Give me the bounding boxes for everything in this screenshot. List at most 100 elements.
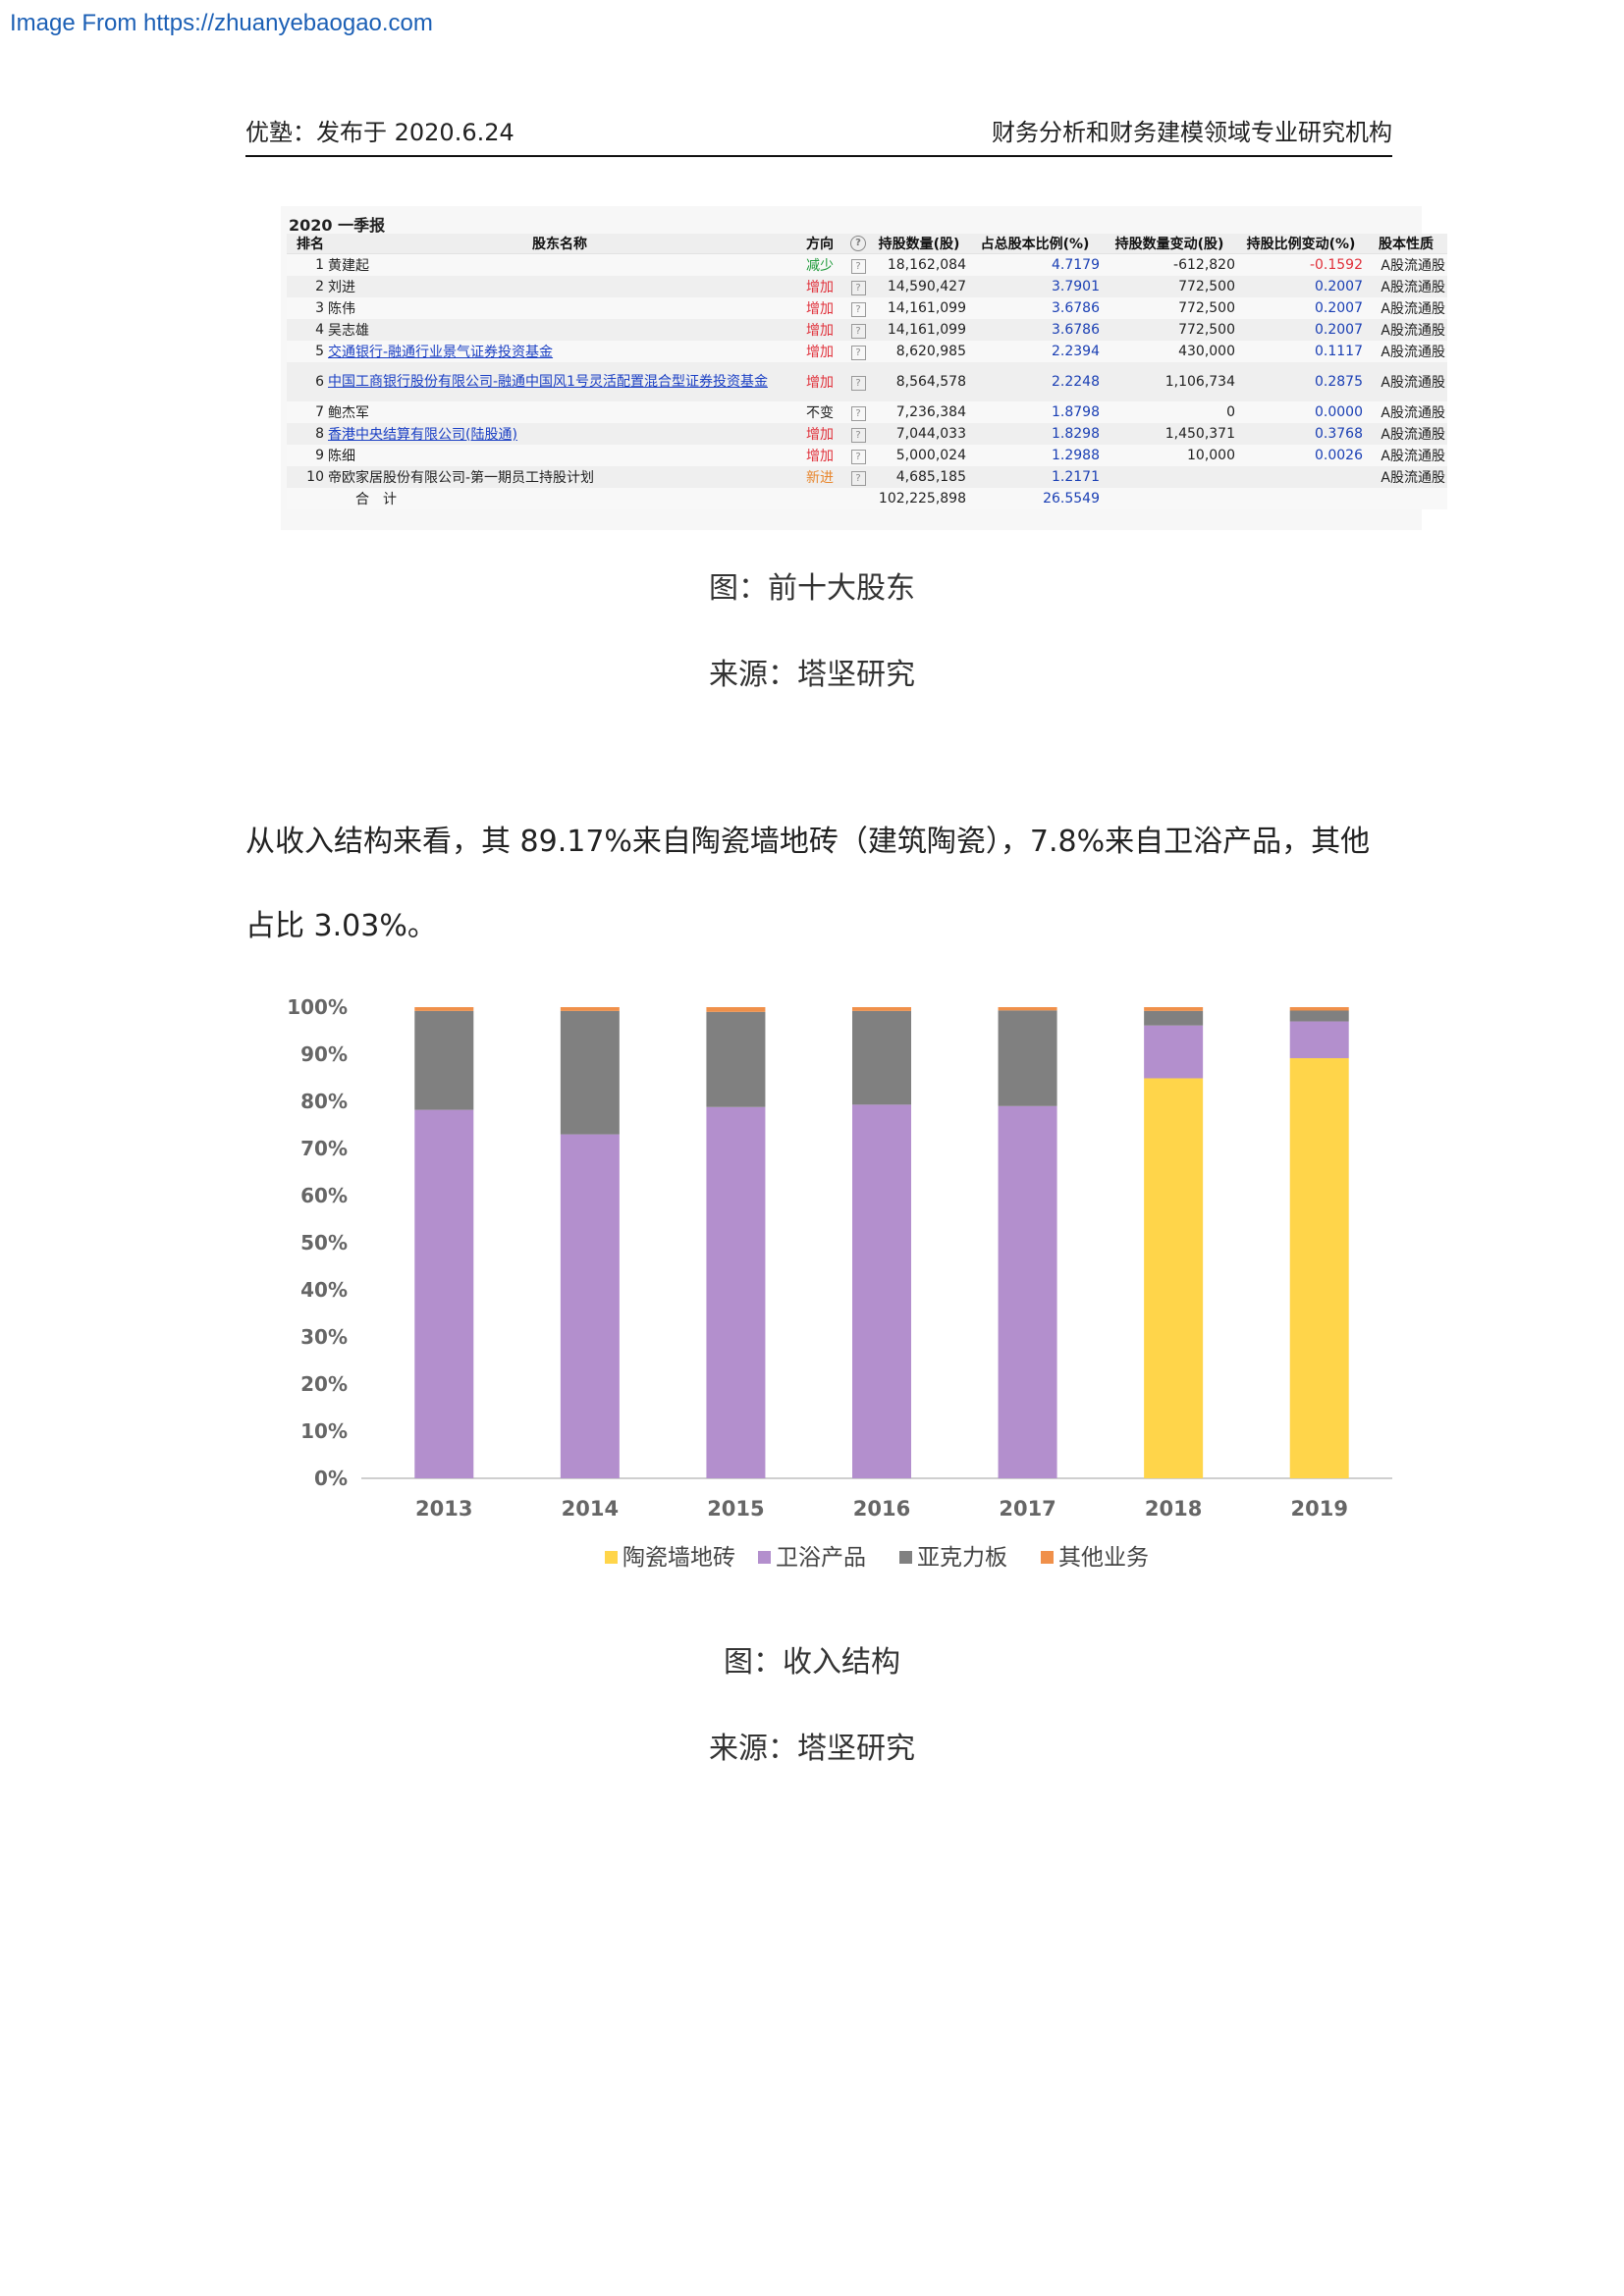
help-box-icon[interactable]: ? [850,345,866,360]
figure2-source: 来源：塔坚研究 [709,1732,915,1766]
cell-change-pct [1237,466,1365,488]
cell-holding: 4,685,185 [870,466,968,488]
cell-type: A股流通股 [1365,466,1447,488]
cell-pct: 1.8298 [968,423,1102,445]
cell-name-text[interactable]: 中国工商银行股份有限公司-融通中国风1号灵活配置混合型证券投资基金 [328,374,768,390]
cell-rank: 10 [287,466,326,488]
total-cell-text: 102,225,898 [878,491,966,507]
cell-name-text: 帝欧家居股份有限公司-第一期员工持股计划 [328,470,595,486]
y-tick-label: 0% [314,1467,348,1490]
figure1-source: 来源：塔坚研究 [709,658,915,692]
help-box-icon[interactable]: ? [850,258,866,274]
bar-segment-2015-1 [706,1106,766,1478]
table-row: 5 交通银行-融通行业景气证券投资基金 增加? 8,620,985 2.2394 430,… [287,341,1447,362]
cell-type: A股流通股 [1365,253,1447,276]
cell-holding: 14,590,427 [870,276,968,297]
revenue-structure-chart: 0% 10% 20% 30% 40% 50% 60% 70% 80% 90% 100% 2013 201… [285,989,1404,1588]
cell-name: 黄建起 [326,253,793,276]
help-box-icon[interactable]: ? [850,405,866,421]
y-tick-label: 10% [300,1419,348,1443]
cell-direction: 新进 [793,466,846,488]
cell-direction-text: 增加 [806,323,834,339]
cell-type-text: A股流通股 [1380,449,1445,464]
bar-segment-2013-3 [414,1007,474,1011]
cell-holding-text: 18,162,084 [887,257,966,273]
help-circle-icon[interactable]: ? [850,236,866,251]
table-row: 7 鲍杰军 不变? 7,236,384 1.8798 0 0.0000 A股流通股 [287,401,1447,423]
paragraph-line-2: 占比 3.03%。 [245,909,437,943]
cell-change-text: 0 [1226,404,1235,420]
y-tick-label: 40% [300,1278,348,1302]
table-total-row: 合 计 102,225,898 26.5549 [287,488,1447,509]
cell-change-text: 430,000 [1178,344,1235,359]
cell-name-text[interactable]: 交通银行-融通行业景气证券投资基金 [328,345,554,360]
cell-help: ? [846,253,870,276]
cell-type: A股流通股 [1365,297,1447,319]
cell-change-text: 772,500 [1178,300,1235,316]
cell-rank-text: 5 [315,344,324,359]
cell-change-pct-text: 0.2875 [1315,374,1363,390]
y-tick-label: 20% [300,1372,348,1396]
cell-type-text: A股流通股 [1380,427,1445,443]
help-box-icon[interactable]: ? [850,375,866,391]
bar-segment-2015-2 [706,1011,766,1107]
cell-change-text: 1,106,734 [1164,374,1235,390]
cell-direction: 增加 [793,445,846,466]
help-box-icon[interactable]: ? [850,427,866,443]
cell-change-pct: 0.1117 [1237,341,1365,362]
legend-swatch-3 [1041,1551,1054,1564]
x-tick-label: 2016 [853,1497,910,1521]
total-cell [846,488,870,509]
col-name: 股东名称 [326,234,793,254]
bar-segment-2014-3 [560,1007,620,1011]
cell-change-pct: 0.0026 [1237,445,1365,466]
cell-pct: 1.2988 [968,445,1102,466]
cell-rank-text: 7 [315,404,324,420]
cell-help: ? [846,445,870,466]
y-tick-label: 80% [300,1090,348,1113]
legend-label: 卫浴产品 [776,1545,866,1571]
cell-direction: 减少 [793,253,846,276]
cell-name-text[interactable]: 香港中央结算有限公司(陆股通) [328,427,517,443]
cell-change: 10,000 [1102,445,1237,466]
cell-holding: 8,620,985 [870,341,968,362]
cell-direction-text: 增加 [806,345,834,360]
legend-swatch-0 [605,1551,618,1564]
cell-type-text: A股流通股 [1380,323,1445,339]
cell-change-text: 10,000 [1187,448,1235,463]
cell-help: ? [846,401,870,423]
x-tick-label: 2015 [707,1497,764,1521]
cell-change-pct: 0.2875 [1237,362,1365,401]
help-box-icon[interactable]: ? [850,470,866,486]
cell-rank: 8 [287,423,326,445]
col-direction-help[interactable]: ? [846,234,870,254]
help-box-icon[interactable]: ? [850,449,866,464]
cell-pct-text: 2.2248 [1052,374,1100,390]
cell-holding-text: 8,564,578 [895,374,966,390]
cell-rank: 5 [287,341,326,362]
cell-pct-text: 2.2394 [1052,344,1100,359]
help-box-icon[interactable]: ? [850,301,866,317]
cell-name: 刘进 [326,276,793,297]
total-cell [287,488,326,509]
total-cell [1237,488,1365,509]
header-org-name: 财务分析和财务建模领域专业研究机构 [992,119,1392,146]
watermark-link[interactable]: Image From https://zhuanyebaogao.com [10,10,433,36]
cell-rank-text: 8 [315,426,324,442]
help-box-icon[interactable]: ? [850,323,866,339]
cell-rank-text: 4 [315,322,324,338]
cell-direction-text: 不变 [806,405,834,421]
col-holding: 持股数量(股) [870,234,968,254]
cell-change [1102,466,1237,488]
cell-pct: 2.2394 [968,341,1102,362]
bar-segment-2018-2 [1144,1010,1204,1026]
help-box-icon[interactable]: ? [850,280,866,295]
cell-name-text: 吴志雄 [328,323,369,339]
total-cell [1365,488,1447,509]
cell-holding-text: 14,590,427 [887,279,966,294]
cell-holding-text: 8,620,985 [895,344,966,359]
cell-change-pct-text: 0.2007 [1315,279,1363,294]
table-row: 10 帝欧家居股份有限公司-第一期员工持股计划 新进? 4,685,185 1.2171… [287,466,1447,488]
col-rank: 排名 [287,234,326,254]
bar-segment-2013-2 [414,1010,474,1110]
